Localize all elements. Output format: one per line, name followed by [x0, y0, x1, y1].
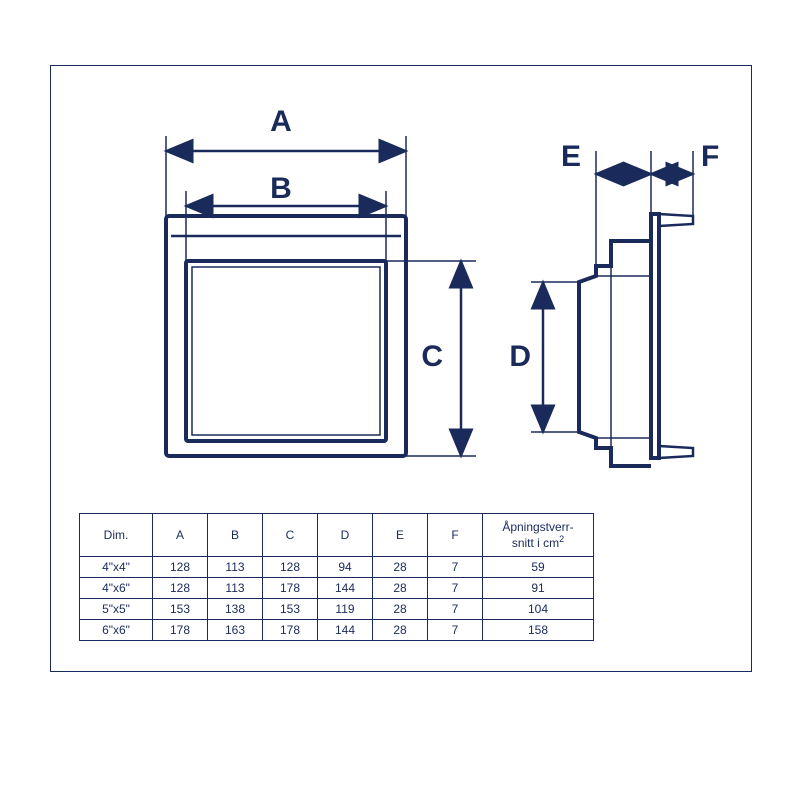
dim-C: C: [386, 261, 476, 456]
table-cell: 153: [153, 599, 208, 620]
table-cell: 7: [428, 578, 483, 599]
table-cell: 94: [318, 557, 373, 578]
dim-F: F: [651, 140, 719, 216]
table-cell: 28: [373, 557, 428, 578]
dim-E: E: [561, 140, 651, 266]
table-cell: 153: [263, 599, 318, 620]
front-outer-plate: [166, 216, 406, 456]
col-A: A: [153, 514, 208, 557]
col-dim: Dim.: [80, 514, 153, 557]
table-cell: 4"x4": [80, 557, 153, 578]
table-cell: 6"x6": [80, 620, 153, 641]
table-cell: 158: [483, 620, 594, 641]
table-cell: 91: [483, 578, 594, 599]
label-B: B: [270, 172, 292, 205]
table-row: 6"x6"178163178144287158: [80, 620, 594, 641]
table-cell: 113: [208, 578, 263, 599]
table-cell: 4"x6": [80, 578, 153, 599]
table-cell: 128: [153, 578, 208, 599]
table-cell: 128: [263, 557, 318, 578]
col-B: B: [208, 514, 263, 557]
table-cell: 7: [428, 599, 483, 620]
table-cell: 178: [263, 620, 318, 641]
table-header-row: Dim. A B C D E F Åpningstverr- snitt i c…: [80, 514, 594, 557]
table-cell: 113: [208, 557, 263, 578]
dimension-table: Dim. A B C D E F Åpningstverr- snitt i c…: [79, 513, 594, 641]
table-cell: 128: [153, 557, 208, 578]
col-area: Åpningstverr- snitt i cm2: [483, 514, 594, 557]
table-cell: 59: [483, 557, 594, 578]
table-row: 4"x6"12811317814428791: [80, 578, 594, 599]
table-cell: 28: [373, 620, 428, 641]
col-C: C: [263, 514, 318, 557]
label-F: F: [701, 140, 719, 173]
label-E: E: [561, 140, 581, 173]
table-cell: 104: [483, 599, 594, 620]
table-cell: 144: [318, 620, 373, 641]
col-F: F: [428, 514, 483, 557]
table-cell: 178: [153, 620, 208, 641]
table-row: 4"x4"1281131289428759: [80, 557, 594, 578]
table-row: 5"x5"153138153119287104: [80, 599, 594, 620]
label-A: A: [270, 105, 292, 138]
label-C: C: [421, 340, 443, 373]
dim-D: D: [509, 282, 579, 432]
table-cell: 178: [263, 578, 318, 599]
table-cell: 138: [208, 599, 263, 620]
table-cell: 119: [318, 599, 373, 620]
table-cell: 144: [318, 578, 373, 599]
diagram-frame: A B C: [50, 65, 752, 672]
col-E: E: [373, 514, 428, 557]
table-cell: 7: [428, 557, 483, 578]
table-cell: 28: [373, 599, 428, 620]
col-D: D: [318, 514, 373, 557]
dimension-drawing: A B C: [51, 66, 751, 486]
front-inner-flap: [186, 261, 386, 441]
table-cell: 5"x5": [80, 599, 153, 620]
table-cell: 7: [428, 620, 483, 641]
table-cell: 28: [373, 578, 428, 599]
table-cell: 163: [208, 620, 263, 641]
label-D: D: [509, 340, 531, 373]
